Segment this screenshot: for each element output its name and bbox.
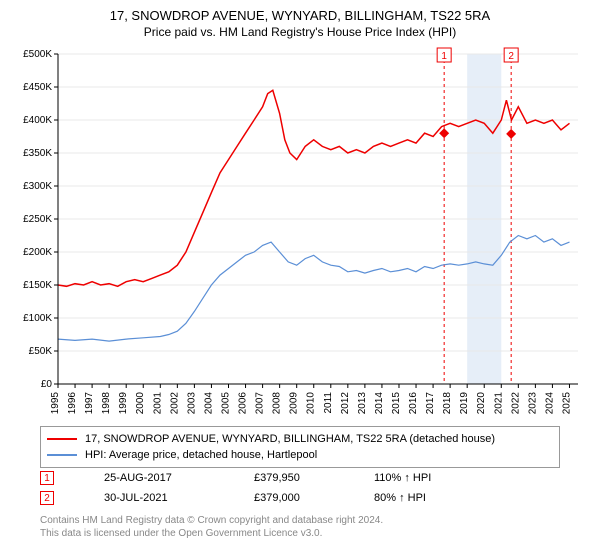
svg-text:2005: 2005: [220, 392, 231, 414]
svg-text:1997: 1997: [84, 392, 95, 414]
svg-text:2023: 2023: [527, 392, 538, 414]
page-title: 17, SNOWDROP AVENUE, WYNYARD, BILLINGHAM…: [0, 0, 600, 23]
svg-text:2002: 2002: [169, 392, 180, 414]
svg-text:2007: 2007: [255, 392, 266, 414]
svg-text:2014: 2014: [374, 392, 385, 414]
svg-text:£350K: £350K: [23, 148, 52, 159]
event-price: £379,000: [254, 492, 334, 504]
svg-text:£0: £0: [41, 379, 53, 390]
svg-text:2003: 2003: [186, 392, 197, 414]
event-row: 1 25-AUG-2017 £379,950 110% ↑ HPI: [40, 468, 560, 488]
svg-text:£100K: £100K: [23, 313, 52, 324]
svg-text:1999: 1999: [118, 392, 129, 414]
svg-text:2001: 2001: [152, 392, 163, 414]
svg-text:1996: 1996: [67, 392, 78, 414]
svg-text:£50K: £50K: [29, 346, 53, 357]
svg-text:2018: 2018: [442, 392, 453, 414]
svg-text:£150K: £150K: [23, 280, 52, 291]
event-table: 1 25-AUG-2017 £379,950 110% ↑ HPI 2 30-JUL-20…: [40, 468, 560, 508]
svg-text:2016: 2016: [408, 392, 419, 414]
svg-text:2: 2: [508, 51, 514, 62]
svg-text:2021: 2021: [493, 392, 504, 414]
event-marker: 2: [40, 491, 54, 505]
page-subtitle: Price paid vs. HM Land Registry's House …: [0, 23, 600, 39]
legend-swatch: [47, 438, 77, 440]
svg-text:2004: 2004: [203, 392, 214, 414]
legend-row: HPI: Average price, detached house, Hart…: [47, 447, 553, 463]
svg-text:1995: 1995: [50, 392, 61, 414]
svg-text:2006: 2006: [238, 392, 249, 414]
legend-label: HPI: Average price, detached house, Hart…: [85, 449, 317, 461]
svg-text:2020: 2020: [476, 392, 487, 414]
price-chart: £0 £50K £100K £150K £200K £250K £300K £350K £400…: [10, 44, 590, 414]
legend-row: 17, SNOWDROP AVENUE, WYNYARD, BILLINGHAM…: [47, 431, 553, 447]
svg-text:1998: 1998: [101, 392, 112, 414]
svg-text:2011: 2011: [323, 392, 334, 414]
event-pct: 110% ↑ HPI: [374, 472, 464, 484]
svg-text:2009: 2009: [289, 392, 300, 414]
svg-text:2000: 2000: [135, 392, 146, 414]
svg-text:2019: 2019: [459, 392, 470, 414]
svg-text:£300K: £300K: [23, 181, 52, 192]
legend-label: 17, SNOWDROP AVENUE, WYNYARD, BILLINGHAM…: [85, 433, 495, 445]
svg-text:£250K: £250K: [23, 214, 52, 225]
event-date: 30-JUL-2021: [104, 492, 214, 504]
event-date: 25-AUG-2017: [104, 472, 214, 484]
svg-text:2025: 2025: [561, 392, 572, 414]
footer-line2: This data is licensed under the Open Gov…: [40, 527, 383, 540]
svg-text:£450K: £450K: [23, 82, 52, 93]
svg-text:1: 1: [441, 51, 447, 62]
svg-text:£500K: £500K: [23, 49, 52, 60]
svg-text:£200K: £200K: [23, 247, 52, 258]
legend: 17, SNOWDROP AVENUE, WYNYARD, BILLINGHAM…: [40, 426, 560, 468]
footer-attribution: Contains HM Land Registry data © Crown c…: [40, 514, 383, 540]
svg-text:2024: 2024: [544, 392, 555, 414]
svg-text:£400K: £400K: [23, 115, 52, 126]
svg-text:2008: 2008: [272, 392, 283, 414]
svg-text:2012: 2012: [340, 392, 351, 414]
event-marker: 1: [40, 471, 54, 485]
event-price: £379,950: [254, 472, 334, 484]
event-row: 2 30-JUL-2021 £379,000 80% ↑ HPI: [40, 488, 560, 508]
legend-swatch: [47, 454, 77, 456]
svg-text:2010: 2010: [306, 392, 317, 414]
svg-text:2017: 2017: [425, 392, 436, 414]
event-pct: 80% ↑ HPI: [374, 492, 464, 504]
svg-text:2022: 2022: [510, 392, 521, 414]
svg-text:2015: 2015: [391, 392, 402, 414]
footer-line1: Contains HM Land Registry data © Crown c…: [40, 514, 383, 527]
svg-text:2013: 2013: [357, 392, 368, 414]
